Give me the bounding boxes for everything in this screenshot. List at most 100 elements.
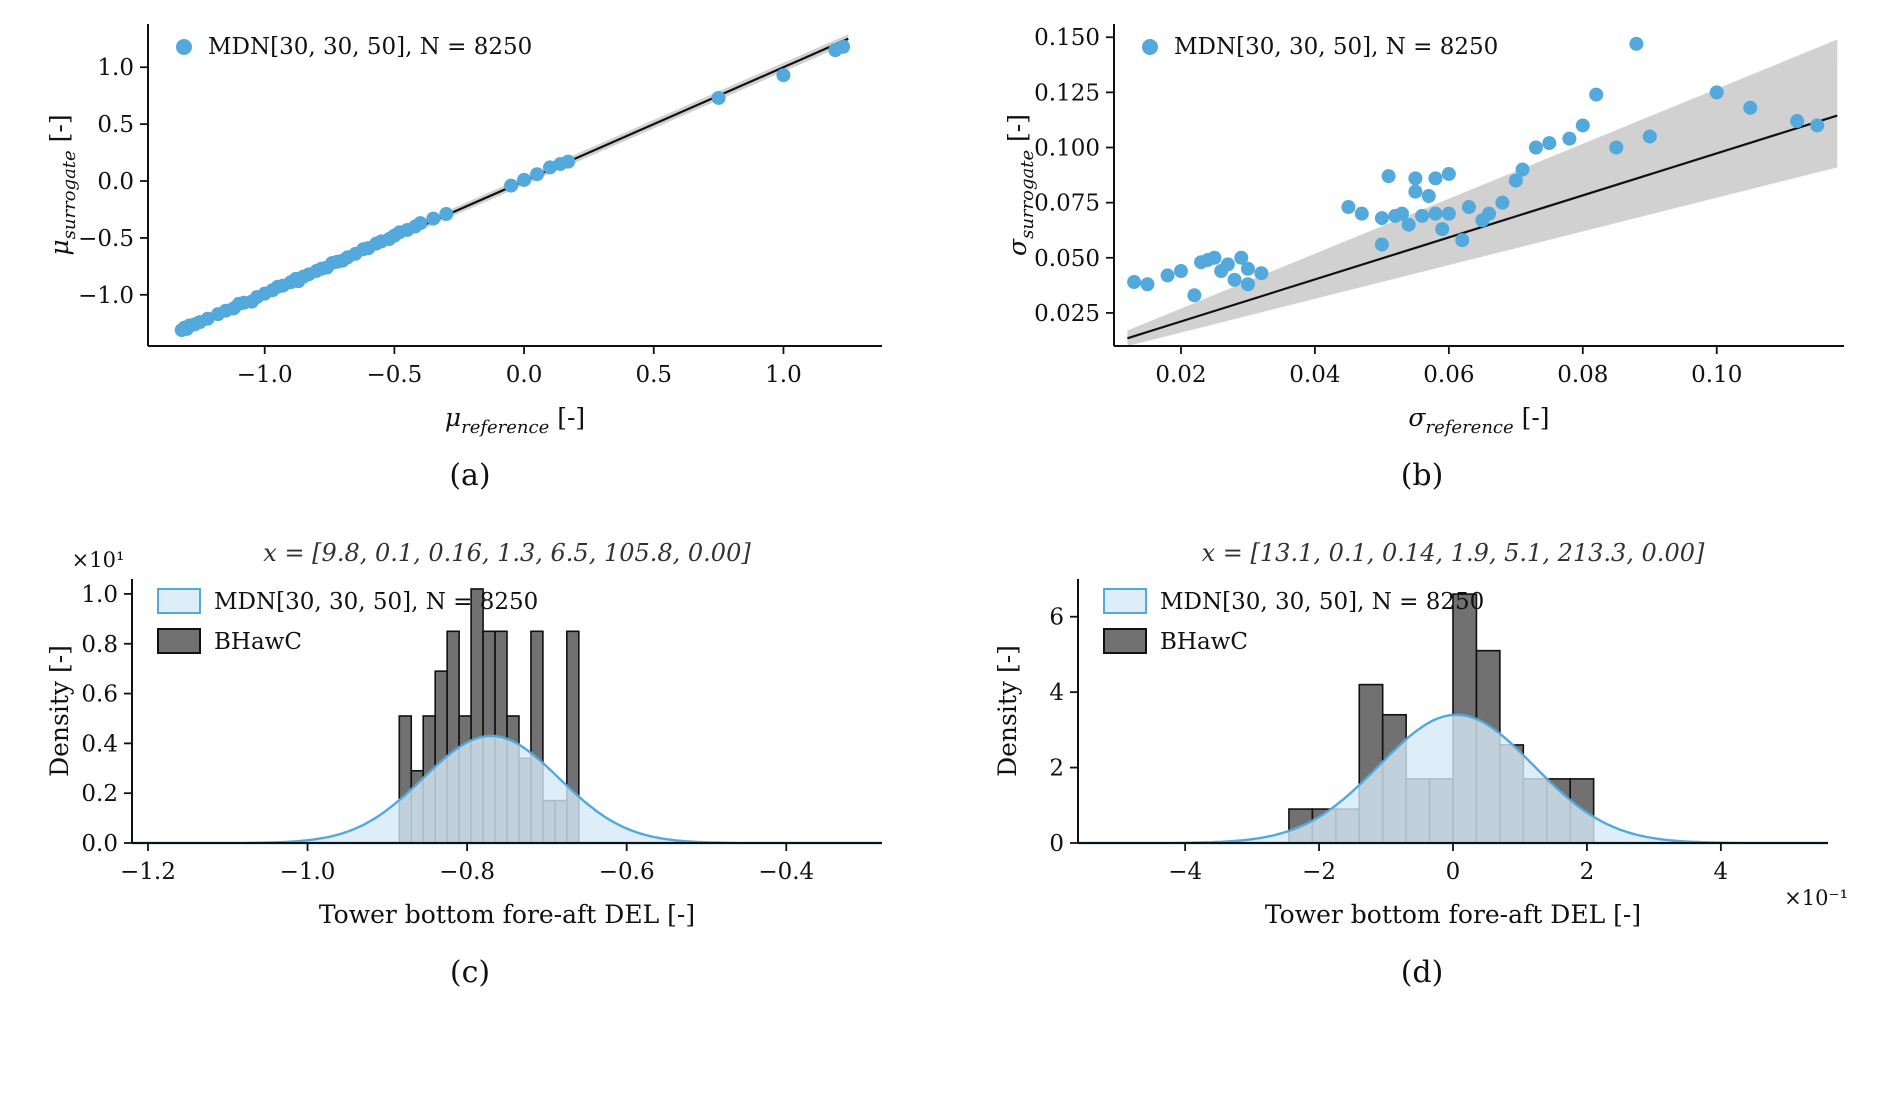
y-tick-label: 0.125 <box>1034 80 1100 106</box>
legend-bhawc-patch <box>157 628 201 654</box>
y-tick-label: 0.6 <box>81 682 118 708</box>
y-tick-label: 0.4 <box>81 731 118 757</box>
figure-grid: −1.0 −0.5 0.0 0.5 1.0 −1.0 −0.5 0.0 0.5 1.0 μrefer… <box>30 10 1862 990</box>
scatter-point <box>1127 275 1142 290</box>
legend-label: BHawC <box>214 629 302 655</box>
x-tick-label: 0.5 <box>635 362 672 388</box>
y-axis-label: σsurrogate [-] <box>1003 114 1038 256</box>
x-tick-label: −1.0 <box>280 859 336 885</box>
scatter-point <box>1441 206 1456 221</box>
x-tick-label: −1.0 <box>237 362 293 388</box>
scatter-point <box>1709 85 1724 100</box>
scatter-point <box>1428 206 1443 221</box>
scatter-point <box>1482 206 1497 221</box>
scatter-point <box>1435 222 1450 237</box>
chart-title: x = [13.1, 0.1, 0.14, 1.9, 5.1, 213.3, 0… <box>1202 539 1705 567</box>
scatter-point <box>1408 184 1423 199</box>
x-tick-label: −0.5 <box>366 362 422 388</box>
y-axis-label: Density [-] <box>993 645 1022 777</box>
scatter-point <box>1254 266 1269 281</box>
scatter-point <box>1408 171 1423 186</box>
scatter-point <box>1743 100 1758 115</box>
scatter-point <box>1609 140 1624 155</box>
scatter-point <box>1160 268 1175 283</box>
scatter-point <box>530 167 545 182</box>
scatter-point <box>1341 200 1356 215</box>
y-tick-label: 0.2 <box>81 781 118 807</box>
density-fill <box>1078 714 1828 843</box>
x-axis-label: σreference [-] <box>1408 403 1549 438</box>
legend-bhawc-patch <box>1103 628 1147 654</box>
x-tick-label: 1.0 <box>765 362 802 388</box>
scatter-point <box>1495 195 1510 210</box>
legend-label: MDN[30, 30, 50], N = 8250 <box>208 34 532 60</box>
scatter-point <box>439 207 454 222</box>
legend-mdn-patch <box>1103 588 1147 614</box>
panel-c-caption: (c) <box>449 955 491 990</box>
scatter-point <box>1374 211 1389 226</box>
y-tick-label: −1.0 <box>78 283 134 309</box>
y-tick-label: 0.8 <box>81 632 118 658</box>
scatter-point <box>1515 162 1530 177</box>
y-tick-label: 0.0 <box>97 169 134 195</box>
y-tick-label: 6 <box>1049 605 1064 631</box>
scatter-point <box>1187 288 1202 303</box>
scatter-point <box>1810 118 1825 133</box>
chart-title: x = [9.8, 0.1, 0.16, 1.3, 6.5, 105.8, 0.… <box>263 539 751 567</box>
legend-mdn-patch <box>157 588 201 614</box>
scatter-point <box>1234 250 1249 265</box>
scatter-point <box>1415 208 1430 223</box>
y-tick-label: 1.0 <box>81 582 118 608</box>
panel-a: −1.0 −0.5 0.0 0.5 1.0 −1.0 −0.5 0.0 0.5 1.0 μrefer… <box>30 10 910 493</box>
scatter-mu-chart: −1.0 −0.5 0.0 0.5 1.0 −1.0 −0.5 0.0 0.5 1.0 μrefer… <box>45 24 882 438</box>
x-axis-multiplier: ×10⁻¹ <box>1784 886 1848 910</box>
scatter-point <box>1589 87 1604 102</box>
scatter-point <box>1562 131 1577 146</box>
scatter-sigma-chart: 0.02 0.04 0.06 0.08 0.10 0.025 0.050 0.075 0.100… <box>1003 24 1844 438</box>
panel-d: −4 −2 0 2 4 0 2 4 6 Tower bottom fore-aft DEL [-]… <box>982 521 1862 990</box>
y-tick-label: 0.0 <box>81 831 118 857</box>
x-tick-label: 0.10 <box>1691 362 1742 388</box>
scatter-point <box>1642 129 1657 144</box>
y-tick-label: 4 <box>1049 680 1064 706</box>
scatter-point <box>1790 114 1805 129</box>
scatter-point <box>1455 233 1470 248</box>
x-tick-label: 4 <box>1714 859 1729 885</box>
scatter-point <box>1629 36 1644 51</box>
y-tick-label: −0.5 <box>78 226 134 252</box>
y-tick-label: 2 <box>1049 756 1064 782</box>
y-axis-label: μsurrogate [-] <box>45 114 80 255</box>
x-tick-label: −0.6 <box>599 859 655 885</box>
confidence-band <box>1127 39 1838 346</box>
x-tick-label: 0.0 <box>506 362 543 388</box>
scatter-point <box>1240 277 1255 292</box>
x-tick-label: 0 <box>1446 859 1461 885</box>
legend-label: MDN[30, 30, 50], N = 8250 <box>214 589 538 615</box>
legend-dot-marker <box>176 39 192 55</box>
legend-label: MDN[30, 30, 50], N = 8250 <box>1174 34 1498 60</box>
histogram-density-chart-2: −4 −2 0 2 4 0 2 4 6 Tower bottom fore-aft DEL [-]… <box>993 539 1848 929</box>
y-tick-label: 0.150 <box>1034 25 1100 51</box>
scatter-point <box>1354 206 1369 221</box>
scatter-point <box>711 90 726 105</box>
histogram-density-chart-1: −1.2 −1.0 −0.8 −0.6 −0.4 0.0 0.2 0.4 0.6 0.8 1.0 To… <box>45 539 882 929</box>
y-tick-label: 0.5 <box>97 112 134 138</box>
scatter-point <box>1140 277 1155 292</box>
legend-dot-marker <box>1142 39 1158 55</box>
panel-c: −1.2 −1.0 −0.8 −0.6 −0.4 0.0 0.2 0.4 0.6 0.8 1.0 To… <box>30 521 910 990</box>
scatter-point <box>836 39 851 54</box>
scatter-point <box>517 172 532 187</box>
scatter-point <box>426 211 441 226</box>
x-tick-label: −4 <box>1168 859 1202 885</box>
legend-label: MDN[30, 30, 50], N = 8250 <box>1160 589 1484 615</box>
scatter-point <box>561 154 576 169</box>
scatter-point <box>1381 169 1396 184</box>
y-tick-label: 0 <box>1049 831 1064 857</box>
panel-d-caption: (d) <box>1400 955 1444 990</box>
x-tick-label: 0.06 <box>1423 362 1474 388</box>
x-tick-label: −1.2 <box>120 859 176 885</box>
x-tick-label: −0.8 <box>439 859 495 885</box>
y-tick-label: 0.100 <box>1034 136 1100 162</box>
y-tick-label: 0.050 <box>1034 246 1100 272</box>
